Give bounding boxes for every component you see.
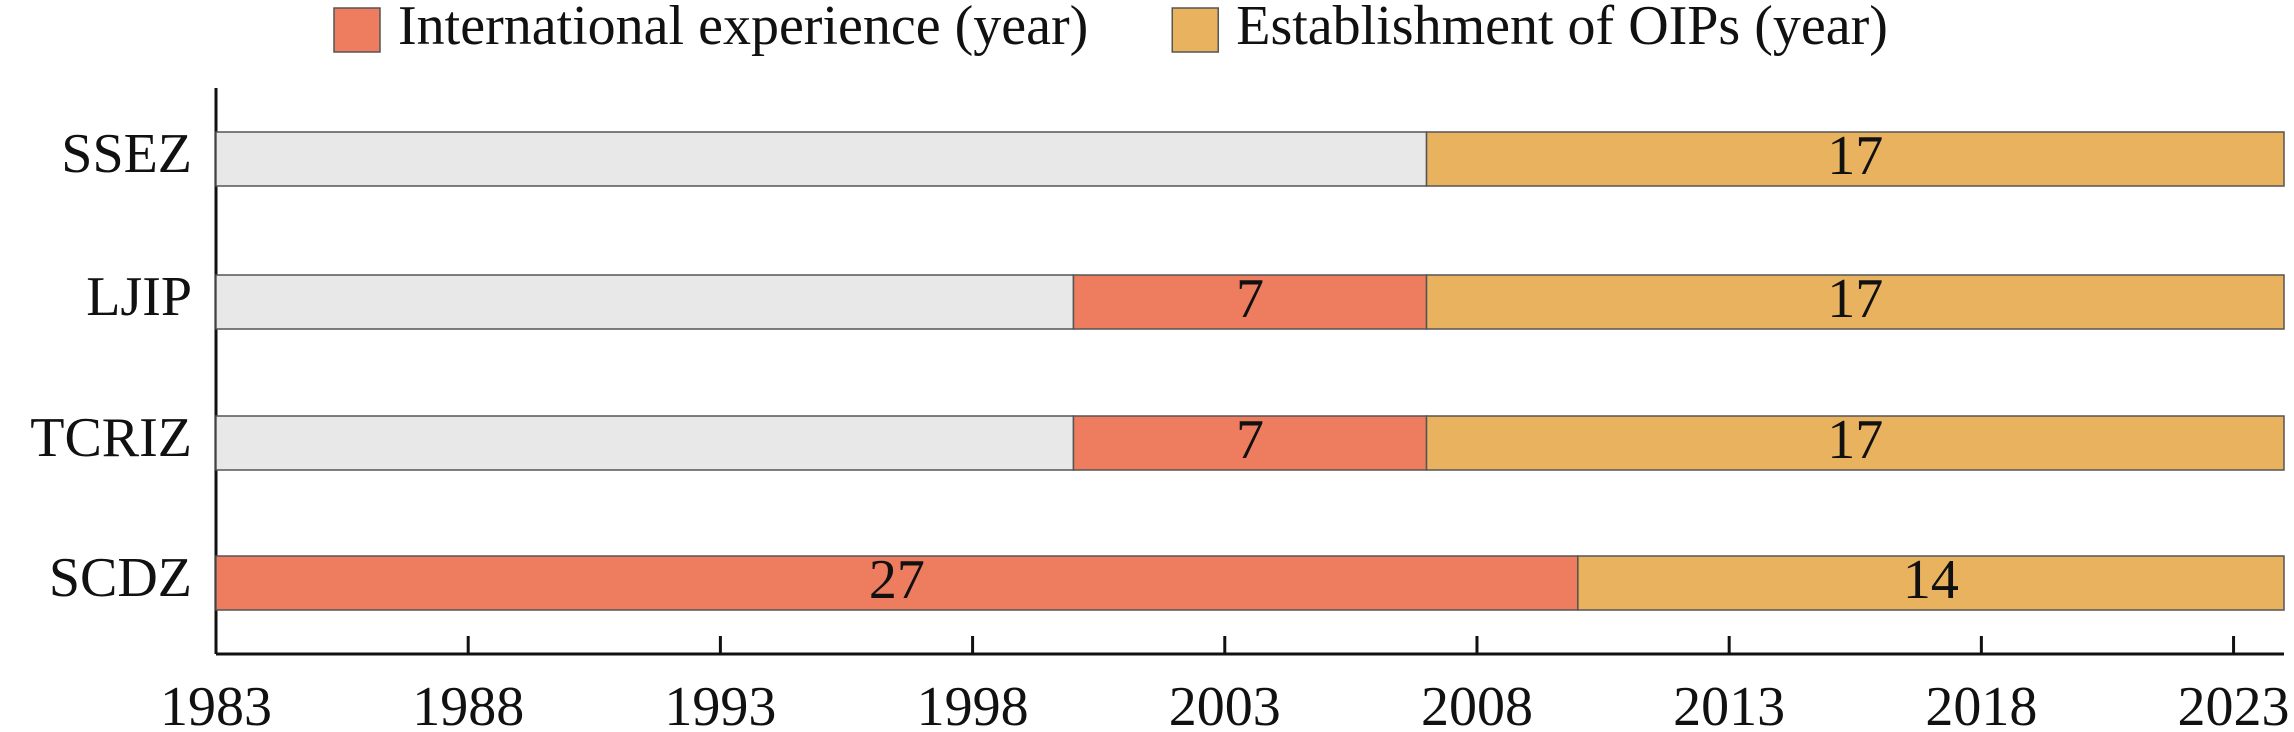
x-tick-label: 2018 xyxy=(1925,676,2037,732)
x-tick-label: 1993 xyxy=(664,676,776,732)
x-tick-label: 2013 xyxy=(1673,676,1785,732)
bar-segment xyxy=(215,415,1075,471)
y-tick-label: LJIP xyxy=(86,266,192,328)
y-tick-label: SSEZ xyxy=(61,123,192,185)
bar-segment xyxy=(215,274,1075,330)
legend-swatch xyxy=(333,7,381,53)
x-tick-label: 1983 xyxy=(160,676,272,732)
bar-segment xyxy=(1072,274,1428,330)
y-tick-label: TCRIZ xyxy=(30,407,192,469)
bar-segment xyxy=(1425,415,2285,471)
x-tick-label: 2023 xyxy=(2178,676,2290,732)
x-tick-label: 2003 xyxy=(1169,676,1281,732)
value-label: 17 xyxy=(1827,125,1883,187)
value-label: 17 xyxy=(1827,409,1883,471)
bar-segment xyxy=(1072,415,1428,471)
value-label: 7 xyxy=(1236,268,1264,330)
x-tick-label: 1988 xyxy=(412,676,524,732)
value-label: 7 xyxy=(1236,409,1264,471)
bar-segment xyxy=(1425,274,2285,330)
value-label: 27 xyxy=(869,549,925,611)
x-tick-label: 1998 xyxy=(917,676,1029,732)
value-label: 17 xyxy=(1827,268,1883,330)
value-label: 14 xyxy=(1903,549,1959,611)
bar-segment xyxy=(1425,131,2285,187)
x-tick-label: 2008 xyxy=(1421,676,1533,732)
bar-segment xyxy=(215,555,1579,611)
bar-segment xyxy=(1577,555,2285,611)
bar-segment xyxy=(215,131,1428,187)
legend-label: Establishment of OIPs (year) xyxy=(1236,0,1888,57)
y-tick-label: SCDZ xyxy=(49,547,192,609)
legend-swatch xyxy=(1171,7,1219,53)
legend-label: International experience (year) xyxy=(398,0,1088,57)
